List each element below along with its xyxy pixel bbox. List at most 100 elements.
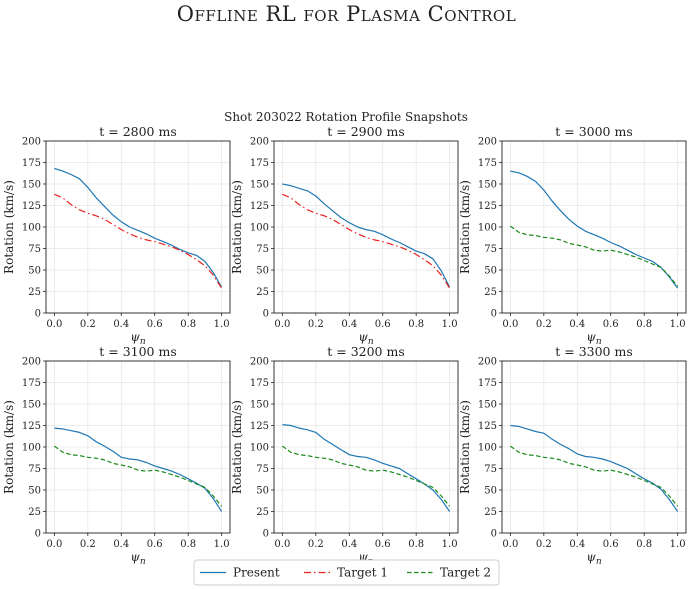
series-line-target-2 (510, 225, 679, 287)
x-tick-label: 1.0 (670, 539, 686, 550)
y-tick-label: 100 (22, 443, 41, 454)
subplot-title: t = 3300 ms (555, 344, 633, 359)
subplot-1: 0 25 50 75 100 125 150 175 200 0.0 0.2 0.4 0.6 0.8 1.0… (2, 124, 231, 347)
x-tick-label: 0.4 (569, 539, 585, 550)
subplot-grid: 0 25 50 75 100 125 150 175 200 0.0 0.2 0.4 0.6 0.8 1.0… (2, 124, 687, 567)
series-line-present (282, 183, 451, 288)
y-tick-label: 75 (484, 244, 497, 255)
x-tick-label: 0.6 (603, 319, 619, 330)
y-tick-label: 75 (256, 464, 269, 475)
y-tick-label: 150 (250, 180, 269, 191)
x-tick-label: 0.4 (113, 319, 129, 330)
x-tick-label: 0.0 (46, 319, 62, 330)
y-tick-label: 150 (22, 400, 41, 411)
x-tick-label: 0.4 (113, 539, 129, 550)
x-tick-label: 0.0 (502, 539, 518, 550)
y-tick-label: 25 (28, 287, 41, 298)
x-tick-label: 0.6 (147, 539, 163, 550)
x-tick-label: 1.0 (214, 319, 230, 330)
x-tick-label: 1.0 (442, 319, 458, 330)
x-tick-label: 0.8 (636, 319, 652, 330)
series-line-target-2 (510, 445, 679, 507)
subplot-4: 0 25 50 75 100 125 150 175 200 0.0 0.2 0.4 0.6 0.8 1.0… (2, 344, 231, 567)
y-tick-label: 175 (22, 158, 41, 169)
y-tick-label: 25 (256, 507, 269, 518)
series-line-present (54, 167, 223, 288)
y-tick-label: 175 (478, 378, 497, 389)
y-axis-label: Rotation (km/s) (230, 400, 244, 494)
x-tick-label: 0.2 (80, 319, 96, 330)
y-tick-label: 75 (28, 464, 41, 475)
x-tick-label: 1.0 (670, 319, 686, 330)
x-tick-label: 0.0 (274, 319, 290, 330)
y-tick-label: 0 (35, 309, 41, 320)
x-axis-label: ψn (586, 330, 601, 347)
x-tick-label: 0.2 (536, 319, 552, 330)
y-tick-label: 125 (250, 201, 269, 212)
y-tick-label: 200 (478, 357, 497, 368)
y-tick-label: 25 (484, 507, 497, 518)
legend: Present Target 1 Target 2 (193, 559, 500, 586)
y-tick-label: 75 (256, 244, 269, 255)
series-line-target-2 (54, 445, 223, 507)
y-tick-label: 175 (250, 378, 269, 389)
y-tick-label: 100 (22, 223, 41, 234)
x-tick-label: 0.8 (636, 539, 652, 550)
x-tick-label: 0.6 (375, 539, 391, 550)
y-tick-label: 125 (22, 421, 41, 432)
y-tick-label: 25 (256, 287, 269, 298)
x-tick-label: 0.0 (274, 539, 290, 550)
x-tick-label: 0.2 (308, 539, 324, 550)
y-tick-label: 100 (250, 223, 269, 234)
figure-suptitle: Shot 203022 Rotation Profile Snapshots (224, 110, 468, 124)
x-tick-label: 0.2 (80, 539, 96, 550)
y-tick-label: 50 (484, 486, 497, 497)
x-tick-label: 0.2 (308, 319, 324, 330)
subplot-3: 0 25 50 75 100 125 150 175 200 0.0 0.2 0.4 0.6 0.8 1.0… (458, 124, 687, 347)
series-line-present (510, 170, 679, 289)
y-axis-label: Rotation (km/s) (458, 400, 472, 494)
y-tick-label: 125 (22, 201, 41, 212)
series-line-target-1 (282, 193, 451, 289)
y-tick-label: 100 (250, 443, 269, 454)
x-axis-label: ψn (130, 550, 145, 567)
page-title: Offline RL for Plasma Control (176, 2, 517, 26)
y-tick-label: 50 (28, 266, 41, 277)
series-line-present (54, 427, 223, 512)
legend-frame (193, 559, 500, 586)
y-tick-label: 100 (478, 443, 497, 454)
x-tick-label: 1.0 (442, 539, 458, 550)
y-tick-label: 50 (256, 266, 269, 277)
x-tick-label: 0.0 (46, 539, 62, 550)
x-tick-label: 0.6 (375, 319, 391, 330)
y-tick-label: 0 (263, 529, 269, 540)
y-tick-label: 200 (22, 137, 41, 148)
x-tick-label: 0.4 (569, 319, 585, 330)
subplot-2: 0 25 50 75 100 125 150 175 200 0.0 0.2 0.4 0.6 0.8 1.0… (230, 124, 459, 347)
subplot-title: t = 3000 ms (555, 124, 633, 139)
y-tick-label: 175 (478, 158, 497, 169)
x-tick-label: 0.0 (502, 319, 518, 330)
series-line-present (510, 424, 679, 512)
legend-label: Target 1 (337, 566, 388, 580)
y-tick-label: 175 (250, 158, 269, 169)
y-tick-label: 0 (491, 529, 497, 540)
y-tick-label: 100 (478, 223, 497, 234)
y-tick-label: 125 (478, 421, 497, 432)
y-tick-label: 200 (250, 137, 269, 148)
subplot-6: 0 25 50 75 100 125 150 175 200 0.0 0.2 0.4 0.6 0.8 1.0… (458, 344, 687, 567)
x-tick-label: 0.8 (180, 319, 196, 330)
y-axis-label: Rotation (km/s) (458, 180, 472, 274)
y-tick-label: 25 (484, 287, 497, 298)
y-tick-label: 125 (478, 201, 497, 212)
x-axis-label: ψn (586, 550, 601, 567)
y-axis-label: Rotation (km/s) (230, 180, 244, 274)
x-tick-label: 0.8 (180, 539, 196, 550)
x-tick-label: 0.2 (536, 539, 552, 550)
y-tick-label: 75 (28, 244, 41, 255)
subplot-title: t = 3100 ms (99, 344, 177, 359)
y-tick-label: 0 (35, 529, 41, 540)
y-tick-label: 175 (22, 378, 41, 389)
y-tick-label: 150 (478, 400, 497, 411)
